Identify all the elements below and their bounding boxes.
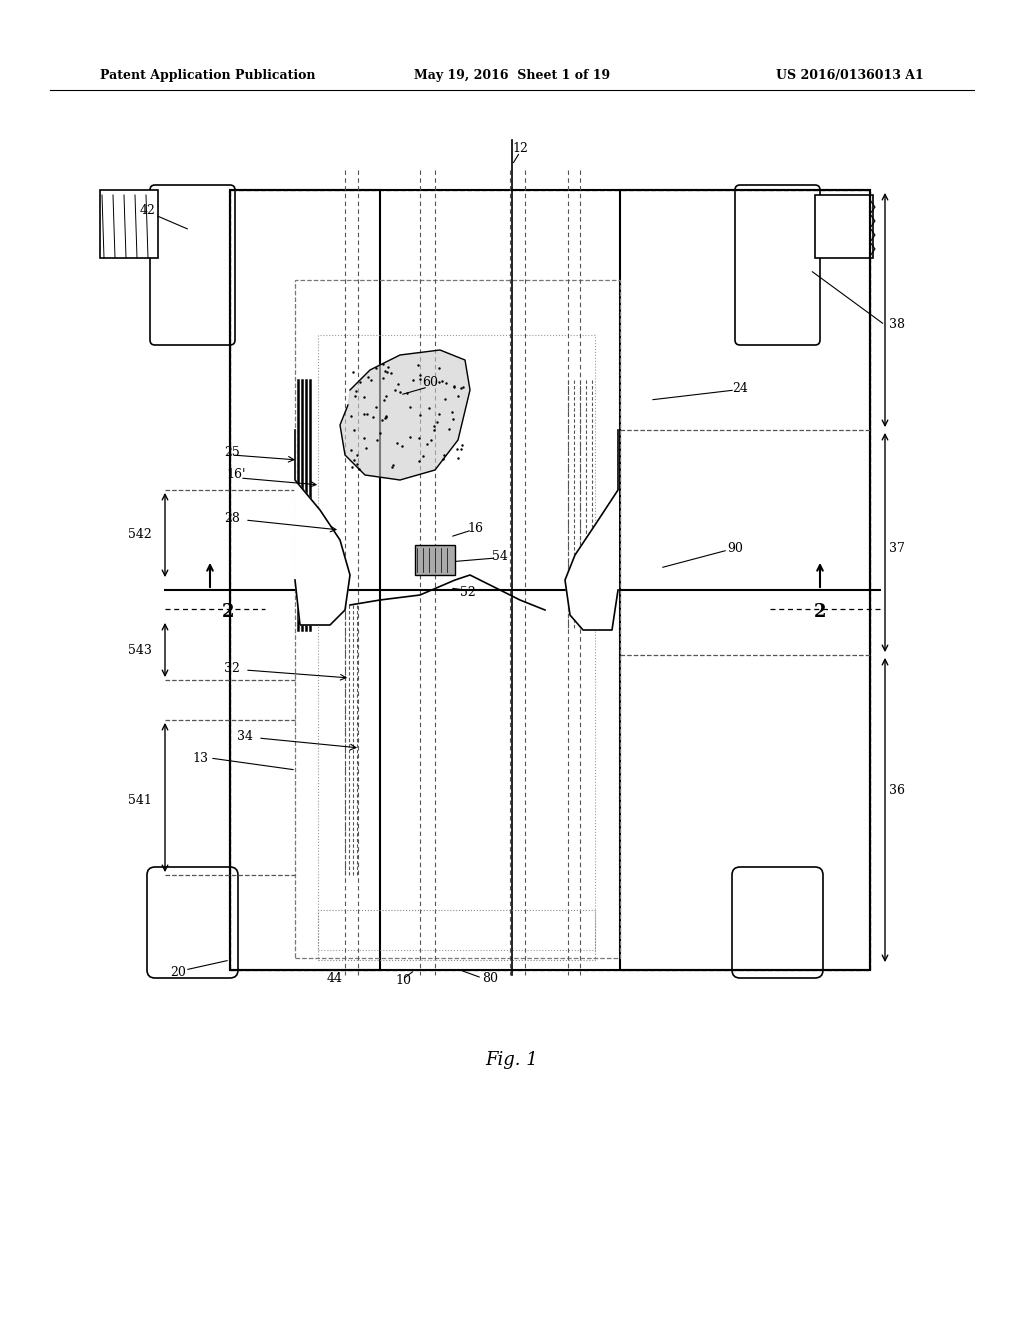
Text: 10: 10 xyxy=(395,974,411,987)
Text: 543: 543 xyxy=(128,644,152,656)
Text: 90: 90 xyxy=(727,541,743,554)
Text: 60: 60 xyxy=(422,376,438,389)
Text: 2: 2 xyxy=(222,603,234,620)
Bar xyxy=(230,190,380,970)
Text: US 2016/0136013 A1: US 2016/0136013 A1 xyxy=(776,69,924,82)
Bar xyxy=(620,190,870,970)
Text: Fig. 1: Fig. 1 xyxy=(485,1051,539,1069)
Polygon shape xyxy=(565,430,618,630)
Text: 54: 54 xyxy=(493,550,508,564)
Text: Patent Application Publication: Patent Application Publication xyxy=(100,69,315,82)
Text: 42: 42 xyxy=(140,203,156,216)
Bar xyxy=(100,190,158,257)
Bar xyxy=(318,335,595,950)
Text: 25: 25 xyxy=(224,446,240,458)
Text: May 19, 2016  Sheet 1 of 19: May 19, 2016 Sheet 1 of 19 xyxy=(414,69,610,82)
Text: 542: 542 xyxy=(128,528,152,541)
Text: 44: 44 xyxy=(327,972,343,985)
Text: 28: 28 xyxy=(224,511,240,524)
Text: 20: 20 xyxy=(170,965,186,978)
Text: 38: 38 xyxy=(889,318,905,331)
Bar xyxy=(415,545,455,576)
Bar xyxy=(230,190,870,970)
Polygon shape xyxy=(340,350,470,480)
Text: 32: 32 xyxy=(224,661,240,675)
Text: 34: 34 xyxy=(237,730,253,742)
Bar xyxy=(318,909,595,960)
Text: 37: 37 xyxy=(889,541,905,554)
Text: 13: 13 xyxy=(193,751,208,764)
Bar xyxy=(295,280,620,958)
Text: 12: 12 xyxy=(512,141,528,154)
Text: 541: 541 xyxy=(128,793,152,807)
Text: 52: 52 xyxy=(460,586,476,598)
Text: 16': 16' xyxy=(226,469,246,482)
Text: 80: 80 xyxy=(482,972,498,985)
Text: 36: 36 xyxy=(889,784,905,796)
Text: 24: 24 xyxy=(732,381,748,395)
Polygon shape xyxy=(295,430,350,624)
Text: 2: 2 xyxy=(814,603,826,620)
Text: 16: 16 xyxy=(467,521,483,535)
Bar xyxy=(815,195,873,257)
Bar xyxy=(230,190,870,970)
